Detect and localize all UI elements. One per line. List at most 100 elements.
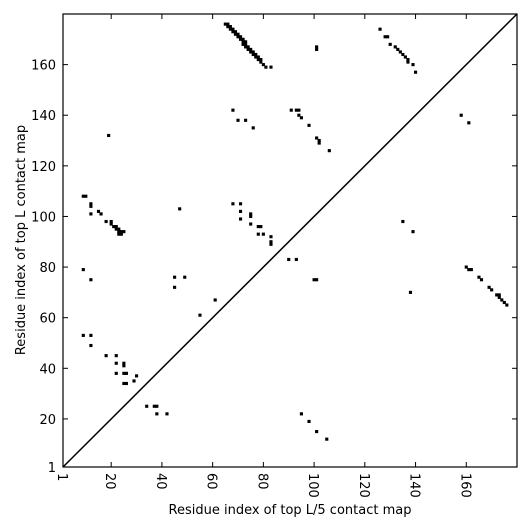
contact-point (228, 25, 232, 29)
contact-point (173, 275, 177, 279)
contact-point (378, 27, 382, 31)
contact-point (287, 257, 291, 262)
contact-point (241, 42, 245, 46)
contact-point (81, 333, 85, 337)
contact-point (500, 298, 504, 302)
contact-point (393, 45, 397, 49)
contact-point (233, 32, 238, 36)
contact-point (502, 300, 506, 305)
y-tick-label: 120 (31, 160, 56, 175)
contact-point (114, 354, 118, 358)
contact-point (119, 232, 123, 236)
contact-point (490, 288, 494, 292)
x-tick-label: 80 (254, 473, 269, 490)
contact-point (96, 209, 101, 213)
contact-point (261, 232, 265, 236)
contact-point (124, 381, 128, 386)
contact-point (89, 204, 93, 208)
contact-point (89, 202, 93, 206)
contact-point (251, 50, 255, 54)
contact-point (315, 278, 319, 282)
contact-point (312, 278, 316, 282)
contact-point (236, 118, 240, 122)
plot-frame (62, 13, 518, 468)
contact-point (119, 230, 123, 234)
contact-point (238, 37, 243, 41)
contact-point (256, 225, 260, 229)
contact-point (269, 235, 273, 239)
y-tick-label: 40 (39, 362, 56, 377)
contact-point (269, 242, 273, 246)
contact-point (307, 419, 311, 424)
contact-point (183, 275, 187, 279)
contact-point (122, 364, 126, 368)
contact-point (122, 381, 126, 386)
contact-point (89, 333, 93, 337)
contact-point (241, 40, 245, 44)
contact-point (261, 63, 265, 67)
contact-point (256, 55, 260, 59)
x-tick-label: 140 (407, 473, 422, 498)
contact-point (294, 257, 298, 262)
contact-point (134, 374, 139, 378)
contact-point (327, 149, 331, 153)
contact-point (104, 219, 108, 224)
contact-point (244, 45, 248, 49)
contact-point (165, 412, 169, 416)
contact-point (84, 194, 88, 198)
contact-point (505, 303, 509, 307)
contact-point (411, 63, 415, 67)
contact-point (114, 227, 118, 231)
contact-point (259, 57, 263, 62)
contact-point (411, 230, 415, 234)
contact-point (238, 217, 243, 221)
contact-point (233, 30, 238, 34)
contact-point (81, 268, 85, 272)
contact-point (401, 52, 405, 57)
contact-point (459, 113, 463, 117)
contact-point (396, 47, 400, 51)
contact-point (259, 60, 263, 64)
contact-point (213, 298, 217, 302)
contact-point (297, 113, 301, 117)
contact-point (81, 194, 85, 198)
contact-point (249, 47, 253, 51)
contact-point (231, 108, 235, 112)
contact-point (479, 278, 484, 282)
contact-point (117, 232, 121, 236)
contact-point (413, 70, 418, 74)
contact-point (114, 225, 118, 229)
contact-point (289, 108, 293, 112)
contact-point (406, 60, 410, 64)
x-tick-label: 1 (54, 473, 69, 481)
contact-point (251, 126, 255, 130)
contact-point (299, 412, 303, 416)
y-tick-label: 20 (39, 413, 56, 428)
contact-point (315, 430, 319, 434)
contact-point (238, 202, 243, 206)
contact-point (107, 133, 111, 138)
contact-point (122, 361, 126, 365)
contact-point (244, 40, 248, 44)
contact-point (244, 42, 248, 46)
y-tick-label: 60 (39, 312, 56, 327)
contact-point (109, 219, 113, 224)
contact-point (122, 230, 126, 234)
contact-point (317, 138, 321, 143)
contact-point (238, 35, 243, 39)
contact-point (477, 275, 481, 279)
contact-point (241, 37, 245, 41)
contact-point (132, 379, 136, 383)
x-tick-label: 120 (356, 473, 371, 498)
contact-point (467, 268, 471, 272)
contact-point (467, 121, 471, 125)
contact-point (89, 278, 93, 282)
contact-point (231, 30, 235, 34)
contact-point (256, 57, 260, 62)
contact-point (238, 209, 243, 213)
contact-point (155, 412, 159, 416)
contact-point (464, 265, 468, 269)
contact-point (99, 212, 103, 216)
x-tick-label: 60 (204, 473, 219, 490)
